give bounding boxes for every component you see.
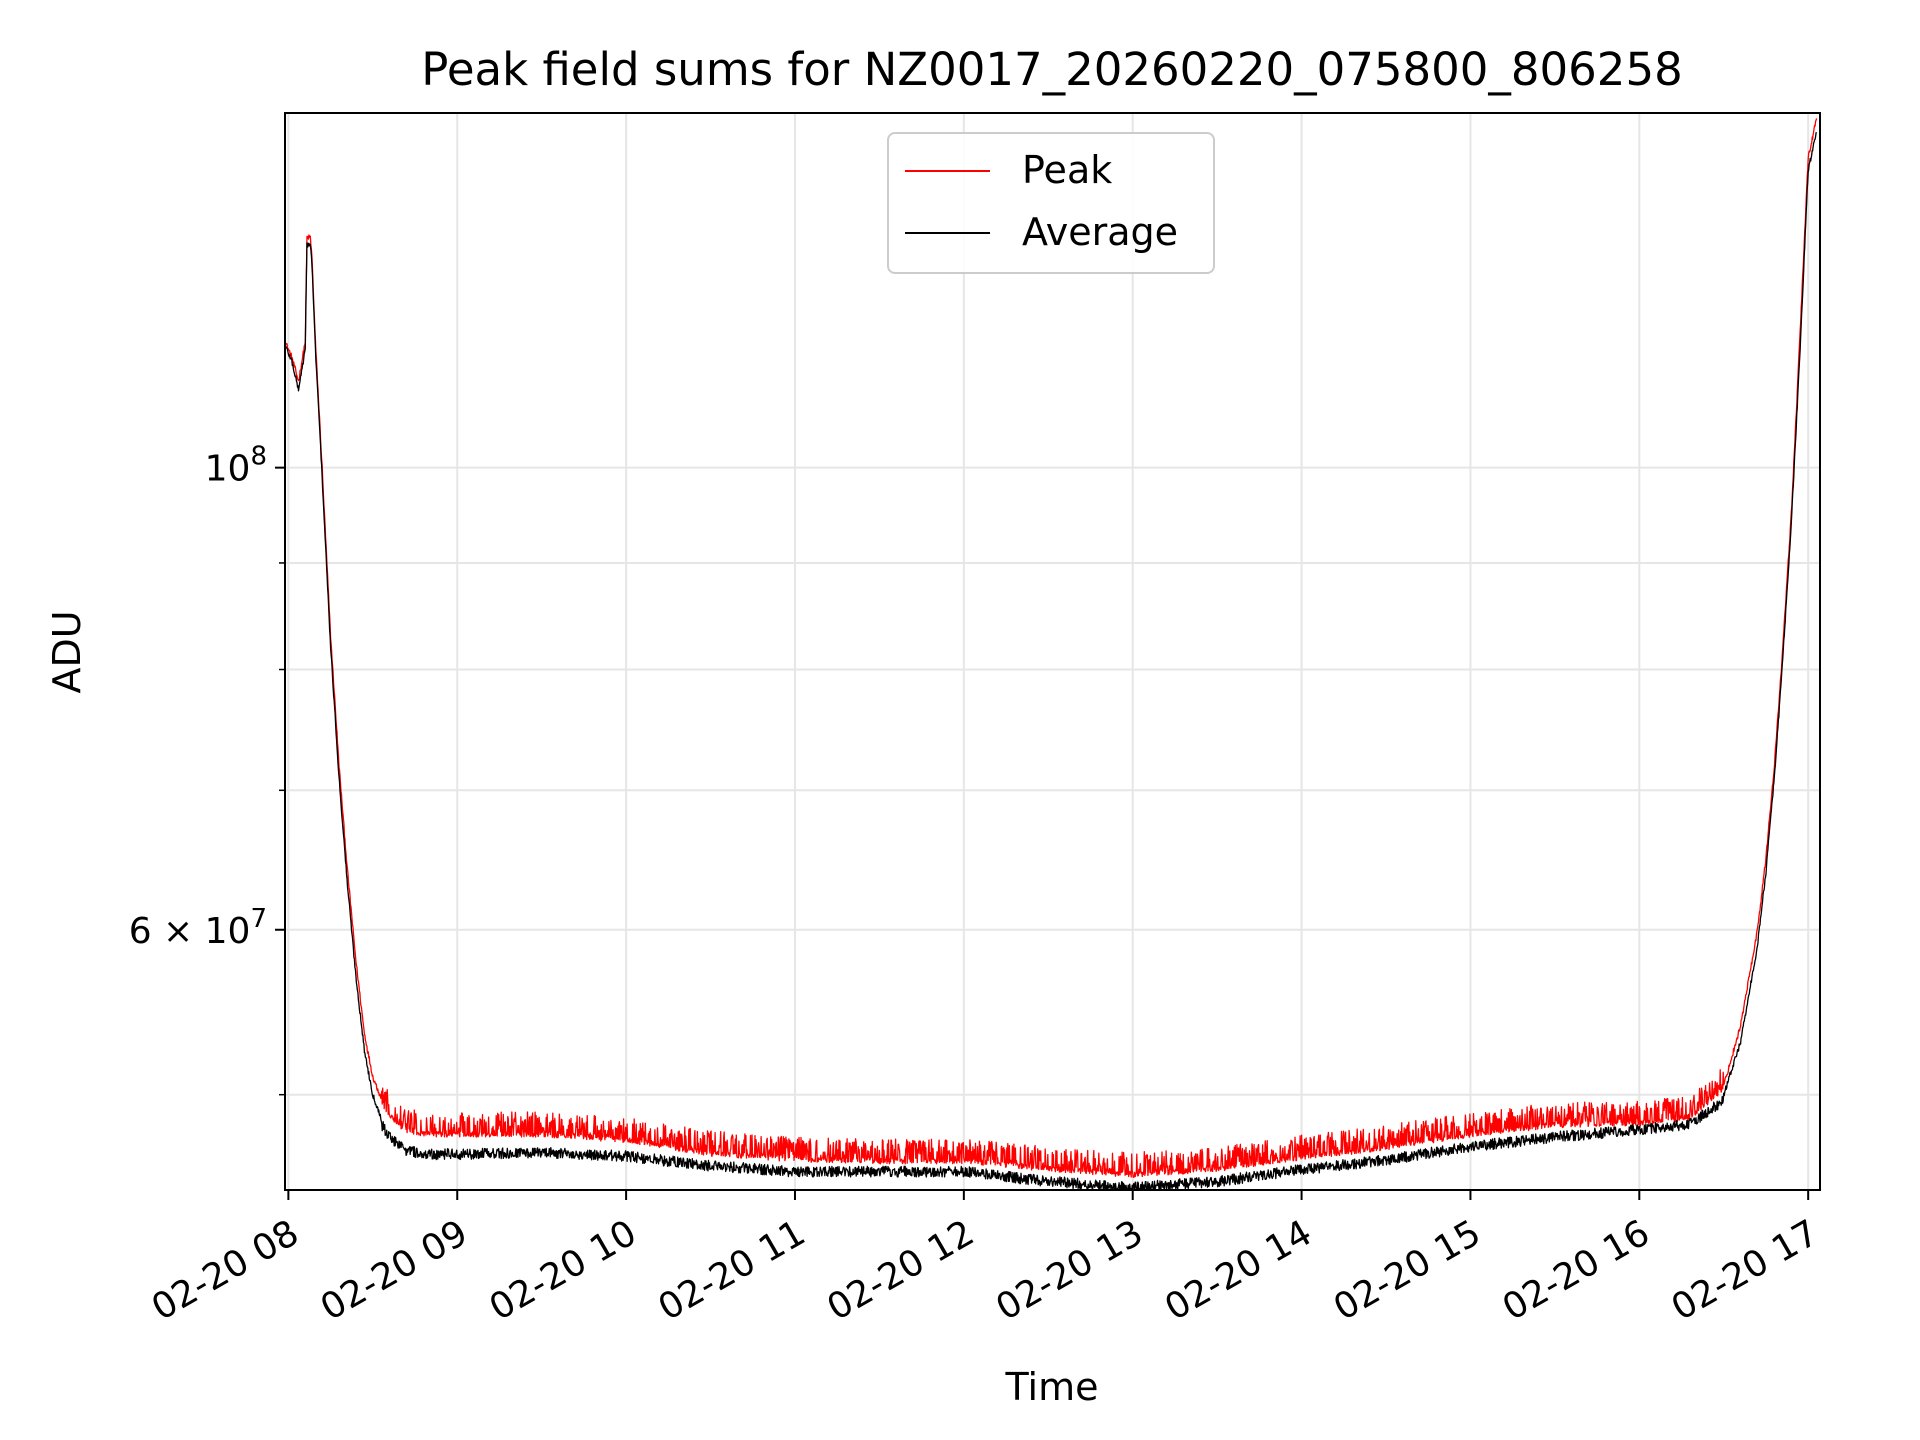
y-tick-label: 6 × 107 [129,904,267,952]
legend-peak-label: Peak [1022,148,1112,192]
series-peak-line [284,118,1818,1178]
y-tick-label: 108 [205,442,267,490]
y-axis-label: ADU [45,610,89,693]
series-lines [284,118,1818,1191]
chart-title: Peak field sums for NZ0017_20260220_0758… [421,43,1682,96]
x-axis-label: Time [1005,1365,1099,1409]
legend-box [887,132,1215,274]
series-average-line [284,132,1818,1191]
plot-frame [284,112,1821,1191]
y-tick-label-exponent: 7 [250,904,267,934]
grid [285,113,1820,1190]
y-tick-label-base: 6 × 10 [129,911,251,952]
y-tick-label-base: 10 [205,449,251,490]
y-tick-label-exponent: 8 [250,442,267,472]
legend-average-label: Average [1022,210,1178,254]
legend: Peak Average [887,132,1215,274]
